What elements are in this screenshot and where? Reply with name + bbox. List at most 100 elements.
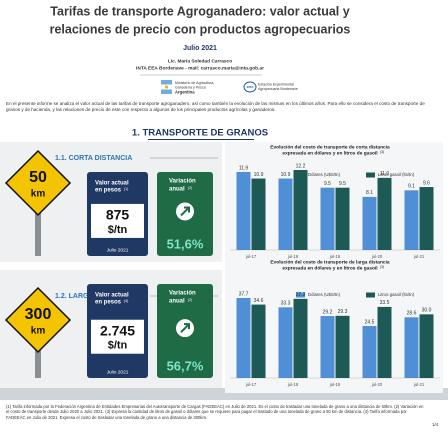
variation-arrow	[180, 206, 190, 217]
road-sign	[4, 286, 72, 354]
title-line: relaciones de precio con productos agrop…	[50, 22, 351, 36]
chart-title-note: (3)	[380, 265, 384, 269]
value-label: 9.1	[408, 184, 415, 190]
value-box-note: (1)	[124, 187, 128, 191]
footnote: (1) Tarifa informada por la Federación A…	[6, 404, 394, 409]
x-tick-label: jul-19	[329, 382, 341, 387]
section-title: 1. TRANSPORTE DE GRANOS	[132, 128, 268, 139]
bar	[335, 187, 350, 250]
value-label: 34.6	[254, 298, 264, 304]
affiliation: INTA EEA Bordenave - mail: carrasco.mari…	[136, 65, 264, 71]
value-amount: 2.745	[100, 322, 135, 338]
value-amount: 875	[106, 207, 130, 223]
bar	[251, 178, 266, 250]
bar	[236, 298, 251, 378]
sign-number: 300	[25, 306, 52, 323]
value-label: 29.3	[338, 309, 348, 315]
date: Julio 2021	[183, 45, 217, 52]
sign-post	[35, 348, 41, 378]
variation-arrow	[180, 323, 190, 333]
value-date: Julio 2021	[107, 247, 129, 253]
chart-title: expresada en dólares y en litros de gaso…	[282, 150, 377, 156]
footnote: (3) Expresa la cantidad de litros de gas…	[105, 409, 363, 415]
x-tick-label: jul-17	[245, 382, 257, 387]
value-label: 10.9	[281, 172, 291, 178]
chart-title: Evolución del costo de transporte de lar…	[270, 259, 389, 265]
variation-note: (2)	[188, 186, 192, 190]
value-label: 28.6	[407, 311, 417, 317]
footnote: (4) Tarifa informada por FADEEAC en Juli…	[6, 409, 407, 420]
legend-swatch	[366, 292, 375, 298]
value-label: 37.7	[239, 291, 249, 297]
page-number: 1/4	[432, 422, 439, 427]
value-label: 33.3	[281, 301, 291, 307]
value-box-label: Valor actual	[95, 181, 129, 187]
value-unit: $/tn	[108, 340, 128, 352]
bar	[362, 196, 377, 250]
value-label: 8.1	[366, 190, 373, 196]
subsection-title: 1.1. CORTA DISTANCIA	[55, 155, 132, 162]
bar	[293, 170, 308, 250]
value-panel	[91, 203, 144, 238]
footnote: (2) Variación en el costo de transporte …	[6, 404, 424, 415]
variation-label: Variación	[169, 179, 196, 185]
bar	[236, 171, 251, 250]
value-label: 9.5	[339, 181, 346, 187]
legend-label: Dólares (U$S/tn)	[308, 292, 341, 297]
variation-label: Variación	[169, 291, 196, 297]
legend-label: Litros gasoil (lts/tn)	[378, 292, 415, 297]
value-box-note: (4)	[124, 299, 128, 303]
x-tick-label: jul-21	[413, 254, 425, 259]
value-label: 9.6	[423, 180, 430, 186]
value-panel	[91, 319, 144, 354]
logo-text: Ministerio de Agricultura,	[175, 81, 214, 85]
road-sign	[4, 149, 72, 217]
bar	[293, 298, 308, 378]
chart-title-note: (3)	[380, 150, 384, 154]
footnotes: (1) Tarifa informada por la Federación A…	[6, 404, 426, 420]
x-tick-label: jul-18	[287, 382, 299, 387]
bar	[419, 187, 434, 250]
variation-label: anual	[169, 187, 185, 193]
logo-text: Ganadería y Pesca	[175, 85, 206, 89]
bar	[320, 316, 335, 378]
title-line: Tarifas de transporte Agroganadero: valo…	[50, 4, 349, 18]
legend-swatch	[366, 172, 375, 178]
variation-label: anual	[169, 299, 185, 305]
bar	[320, 187, 335, 250]
chart-title: expresada en dólares y en litros de gaso…	[282, 265, 377, 271]
sign-post	[35, 211, 41, 256]
bar	[404, 317, 419, 378]
legend-label: Litros gasoil (lts/tn)	[378, 172, 415, 177]
logo-text: Agropecuaria Bordenave	[258, 87, 298, 91]
logo-text: Argentina	[175, 90, 195, 95]
logo-inta	[243, 81, 257, 93]
value-label: 11.0	[380, 171, 390, 177]
bar	[404, 190, 419, 250]
author: Lic. María Soledad Carrasco	[168, 58, 232, 64]
sign-unit: km	[31, 326, 46, 337]
value-label: 11.9	[239, 165, 249, 171]
x-tick-label: jul-20	[371, 254, 383, 259]
value-label: 30.0	[422, 308, 432, 314]
logo-text: Estación Experimental	[258, 82, 294, 86]
value-date: Julio 2021	[107, 369, 129, 375]
value-box-label: en pesos	[95, 188, 122, 194]
bar	[419, 314, 434, 378]
value-label: 33.5	[380, 300, 390, 306]
chart-title: Evolución del costo de transporte de cor…	[270, 144, 390, 150]
variation-note: (2)	[188, 298, 192, 302]
bar	[251, 304, 266, 378]
value-label: 29.2	[323, 309, 333, 315]
sign-unit: km	[31, 189, 46, 200]
x-tick-label: jul-19	[329, 254, 341, 259]
legend-label: Dólares (U$S/tn)	[308, 172, 341, 177]
value-label: 10.9	[254, 172, 264, 178]
x-tick-label: jul-20	[371, 382, 383, 387]
value-label: 24.5	[365, 319, 375, 325]
logo-sun	[164, 85, 169, 89]
value-label: 9.5	[324, 181, 331, 187]
value-label: 12.2	[296, 163, 306, 169]
